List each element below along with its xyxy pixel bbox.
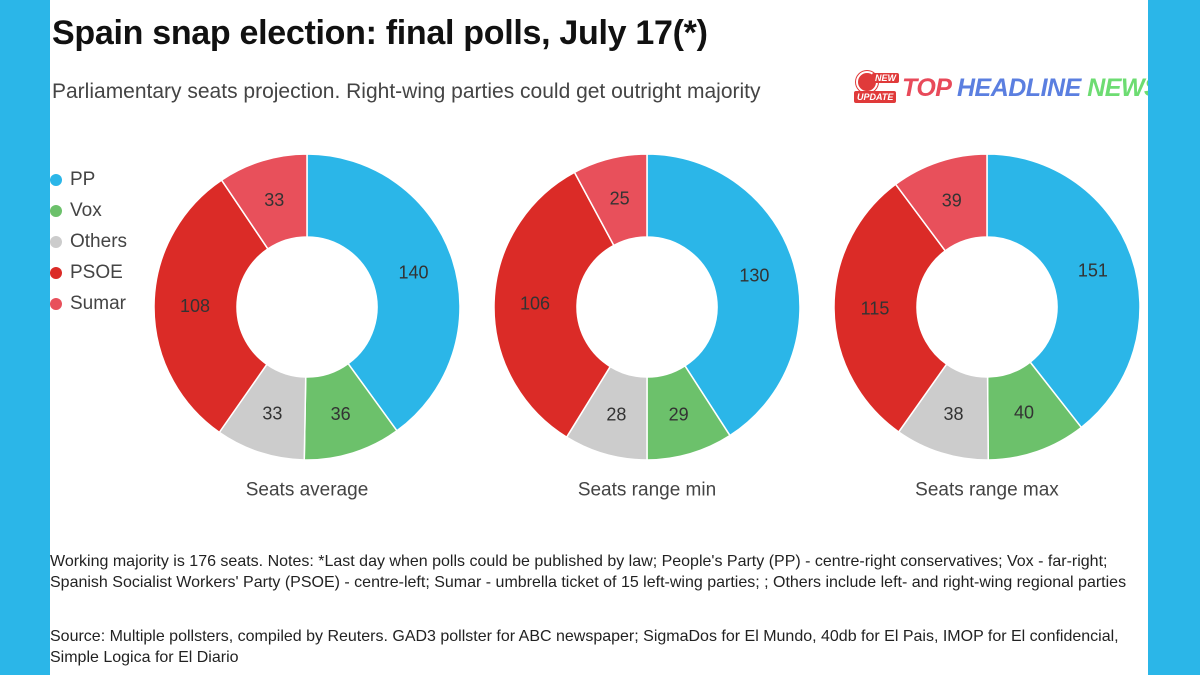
- donut-caption: Seats average: [246, 480, 369, 501]
- brand-word-top: TOP: [902, 73, 951, 102]
- slice-label-vox: 29: [669, 404, 689, 424]
- brand-name: TOP HEADLINE NEWS: [902, 74, 1148, 103]
- slice-psoe: [833, 183, 948, 433]
- legend-swatch-sumar: [50, 297, 62, 310]
- chart-legend: PP Vox Others PSOE Sumar: [50, 164, 127, 319]
- slice-pp: [986, 153, 1141, 429]
- brand-badge-icon: NEW UPDATE: [854, 69, 900, 107]
- slice-pp: [306, 153, 461, 432]
- slice-label-sumar: 33: [264, 190, 284, 210]
- legend-label-vox: Vox: [70, 199, 102, 221]
- legend-swatch-psoe: [50, 266, 62, 279]
- slice-sumar: [220, 153, 308, 250]
- slice-psoe: [153, 179, 269, 434]
- legend-item-sumar: Sumar: [50, 288, 127, 319]
- donut-seats-range-max: 151 40 38 115 39 Seats range max: [833, 153, 1141, 501]
- infographic-panel: Spain snap election: final polls, July 1…: [50, 0, 1148, 675]
- legend-item-vox: Vox: [50, 195, 127, 226]
- slice-label-pp: 151: [1078, 260, 1108, 280]
- slice-label-pp: 140: [398, 262, 428, 282]
- slice-sumar: [573, 153, 648, 247]
- chart-notes: Working majority is 176 seats. Notes: *L…: [50, 553, 1127, 591]
- legend-label-psoe: PSOE: [70, 261, 123, 283]
- donut-seats-range-min: 130 29 28 106 25 Seats range min: [493, 153, 801, 501]
- legend-swatch-vox: [50, 204, 62, 217]
- slice-label-others: 33: [262, 404, 282, 424]
- chart-title: Spain snap election: final polls, July 1…: [52, 14, 708, 52]
- brand-word-headline: HEADLINE: [956, 73, 1081, 102]
- legend-item-psoe: PSOE: [50, 257, 127, 288]
- chart-source: Source: Multiple pollsters, compiled by …: [50, 628, 1119, 666]
- donut-caption: Seats range min: [578, 480, 716, 501]
- legend-swatch-pp: [50, 173, 62, 186]
- slice-sumar: [894, 153, 988, 252]
- donut-caption: Seats range max: [915, 480, 1059, 501]
- legend-item-others: Others: [50, 226, 127, 257]
- slice-label-sumar: 25: [610, 188, 630, 208]
- slice-label-vox: 40: [1014, 403, 1034, 423]
- donut-charts: 140 36 33 108 33 Seats average 130 29 28 106 25 Sea…: [153, 153, 1141, 501]
- slice-label-psoe: 115: [861, 298, 890, 318]
- legend-label-others: Others: [70, 230, 128, 252]
- slice-label-pp: 130: [739, 265, 769, 285]
- slice-label-others: 28: [606, 405, 626, 425]
- legend-item-pp: PP: [50, 164, 127, 195]
- slice-label-psoe: 106: [520, 294, 550, 314]
- brand-badge-new: NEW: [872, 73, 899, 83]
- legend-label-pp: PP: [70, 168, 96, 190]
- slice-label-others: 38: [944, 404, 964, 424]
- brand-word-news: NEWS: [1087, 73, 1148, 102]
- slice-label-psoe: 108: [180, 296, 210, 316]
- brand-badge-update: UPDATE: [854, 91, 897, 103]
- slice-psoe: [493, 171, 615, 439]
- chart-subtitle: Parliamentary seats projection. Right-wi…: [52, 80, 761, 103]
- slice-pp: [646, 153, 801, 437]
- slice-label-vox: 36: [331, 404, 351, 424]
- legend-swatch-others: [50, 235, 62, 248]
- donut-seats-average: 140 36 33 108 33 Seats average: [153, 153, 461, 501]
- legend-label-sumar: Sumar: [70, 292, 126, 314]
- brand-watermark: NEW UPDATE TOP HEADLINE NEWS: [854, 68, 1148, 108]
- slice-label-sumar: 39: [942, 191, 962, 211]
